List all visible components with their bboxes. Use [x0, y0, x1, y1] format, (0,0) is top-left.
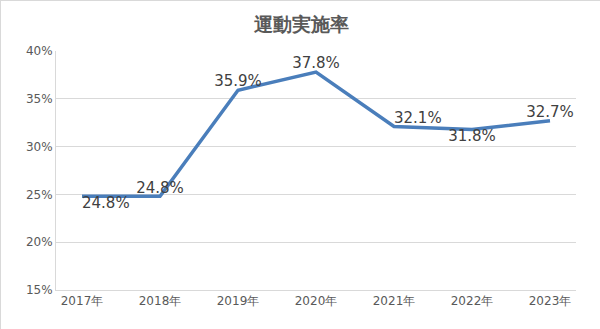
svg-text:2022年: 2022年 — [451, 294, 494, 308]
svg-text:31.8%: 31.8% — [448, 127, 496, 145]
svg-text:32.7%: 32.7% — [526, 103, 574, 121]
svg-text:35.9%: 35.9% — [214, 72, 262, 90]
svg-text:25%: 25% — [26, 188, 53, 202]
svg-text:2018年: 2018年 — [139, 294, 182, 308]
svg-text:40%: 40% — [26, 44, 53, 58]
svg-text:2019年: 2019年 — [217, 294, 260, 308]
svg-text:35%: 35% — [26, 92, 53, 106]
svg-text:2020年: 2020年 — [295, 294, 338, 308]
svg-text:2021年: 2021年 — [373, 294, 416, 308]
svg-text:30%: 30% — [26, 140, 53, 154]
svg-text:24.8%: 24.8% — [82, 194, 130, 212]
svg-text:37.8%: 37.8% — [292, 54, 340, 72]
svg-text:15%: 15% — [26, 283, 53, 297]
svg-text:2023年: 2023年 — [529, 294, 572, 308]
svg-text:32.1%: 32.1% — [394, 109, 442, 127]
svg-text:24.8%: 24.8% — [136, 179, 184, 197]
svg-text:運動実施率: 運動実施率 — [253, 13, 349, 35]
svg-text:2017年: 2017年 — [61, 294, 104, 308]
svg-text:20%: 20% — [26, 235, 53, 249]
